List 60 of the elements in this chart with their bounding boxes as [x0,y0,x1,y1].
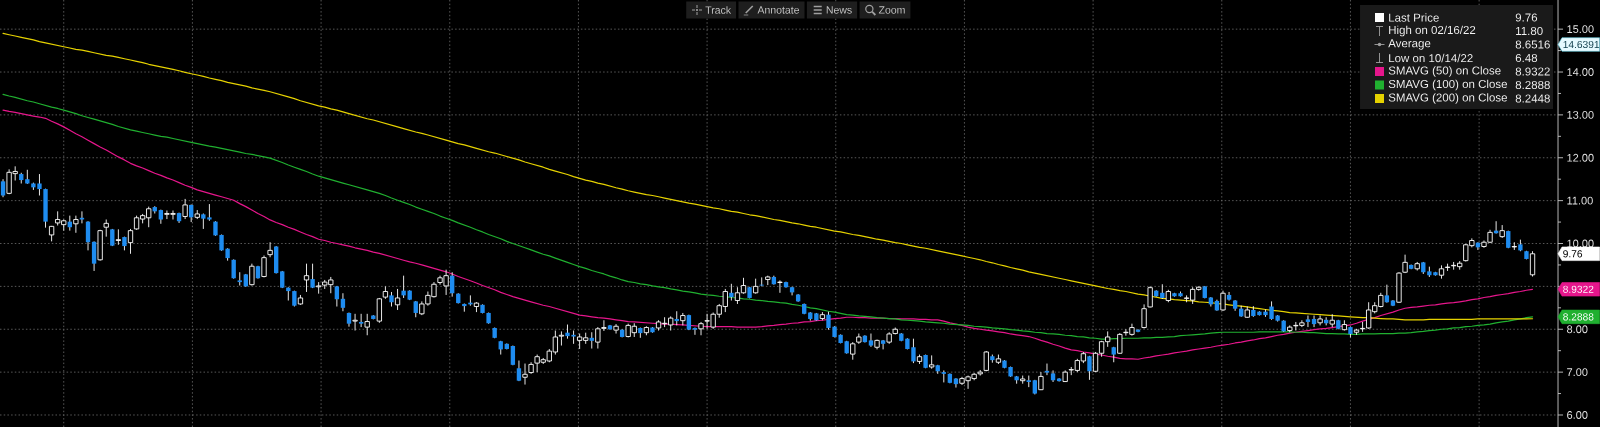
annotation: 8.9322 [1515,67,1550,76]
annotation: Low on 10/14/22 [1389,53,1473,63]
candlestick [1117,332,1123,355]
annotation: 8.2448 [1515,94,1550,103]
y-tick-label: 6.00 [1567,411,1588,419]
candlestick [1050,369,1056,383]
candlestick [1220,290,1226,312]
candlestick [73,215,79,234]
candlestick [267,241,273,258]
y-tick-label: 8.00 [1567,325,1588,334]
y-tick-label: 15.00 [1567,25,1594,34]
legend-label: Last Price [1389,13,1439,22]
text: 14.6391 [1563,40,1600,49]
annotation: News [826,6,852,14]
y-tick-label: 11.00 [1567,196,1593,205]
y-tick-label: 13.00 [1567,110,1594,119]
annotation: Average [1388,39,1431,50]
candlestick [376,297,382,324]
candlestick [127,228,134,255]
text: 8.2888 [1563,313,1594,321]
candlestick [1141,303,1147,329]
candlestick [522,363,528,385]
candlestick [613,323,619,334]
candlestick [303,263,310,293]
annotation: Annotate [757,6,800,14]
annotation: Zoom [878,6,905,14]
annotation: High on 02/16/22 [1389,25,1476,37]
candlestick [777,279,783,294]
candlestick [352,313,358,331]
annotation: Track [705,6,732,14]
candlestick [1529,250,1536,277]
legend-label: SMAVG (200) on Close [1388,93,1507,104]
text: 9.76 [1563,250,1583,258]
annotation: 9.76 [1515,13,1538,22]
text: 8.9322 [1563,285,1594,293]
y-tick-label: 7.00 [1567,368,1588,377]
legend-label: SMAVG (50) on Close [1388,66,1501,77]
annotation: 8.6516 [1515,40,1550,49]
y-tick-label: 14.00 [1567,68,1594,76]
candlestick [231,258,236,280]
annotation: 11.80 [1516,26,1543,36]
candlestick [401,275,406,299]
annotation: 8.2888 [1515,80,1550,90]
candlestick [941,369,946,383]
candlestick [759,276,764,287]
candlestick [237,271,242,286]
candlestick [698,321,704,336]
candlestick [115,228,121,246]
candlestick [340,292,346,312]
candlestick [1147,285,1153,308]
candlestick [249,263,255,286]
candlestick [394,288,401,311]
y-tick-label: 10.00 [1567,239,1594,248]
y-tick-label: 12.00 [1567,153,1594,162]
candlestick [182,198,188,220]
candlestick [364,313,370,336]
candlestick [1044,363,1050,376]
annotation: 6.48 [1515,53,1538,63]
candlestick [1305,315,1311,328]
legend-label: SMAVG (100) on Close [1388,79,1507,91]
